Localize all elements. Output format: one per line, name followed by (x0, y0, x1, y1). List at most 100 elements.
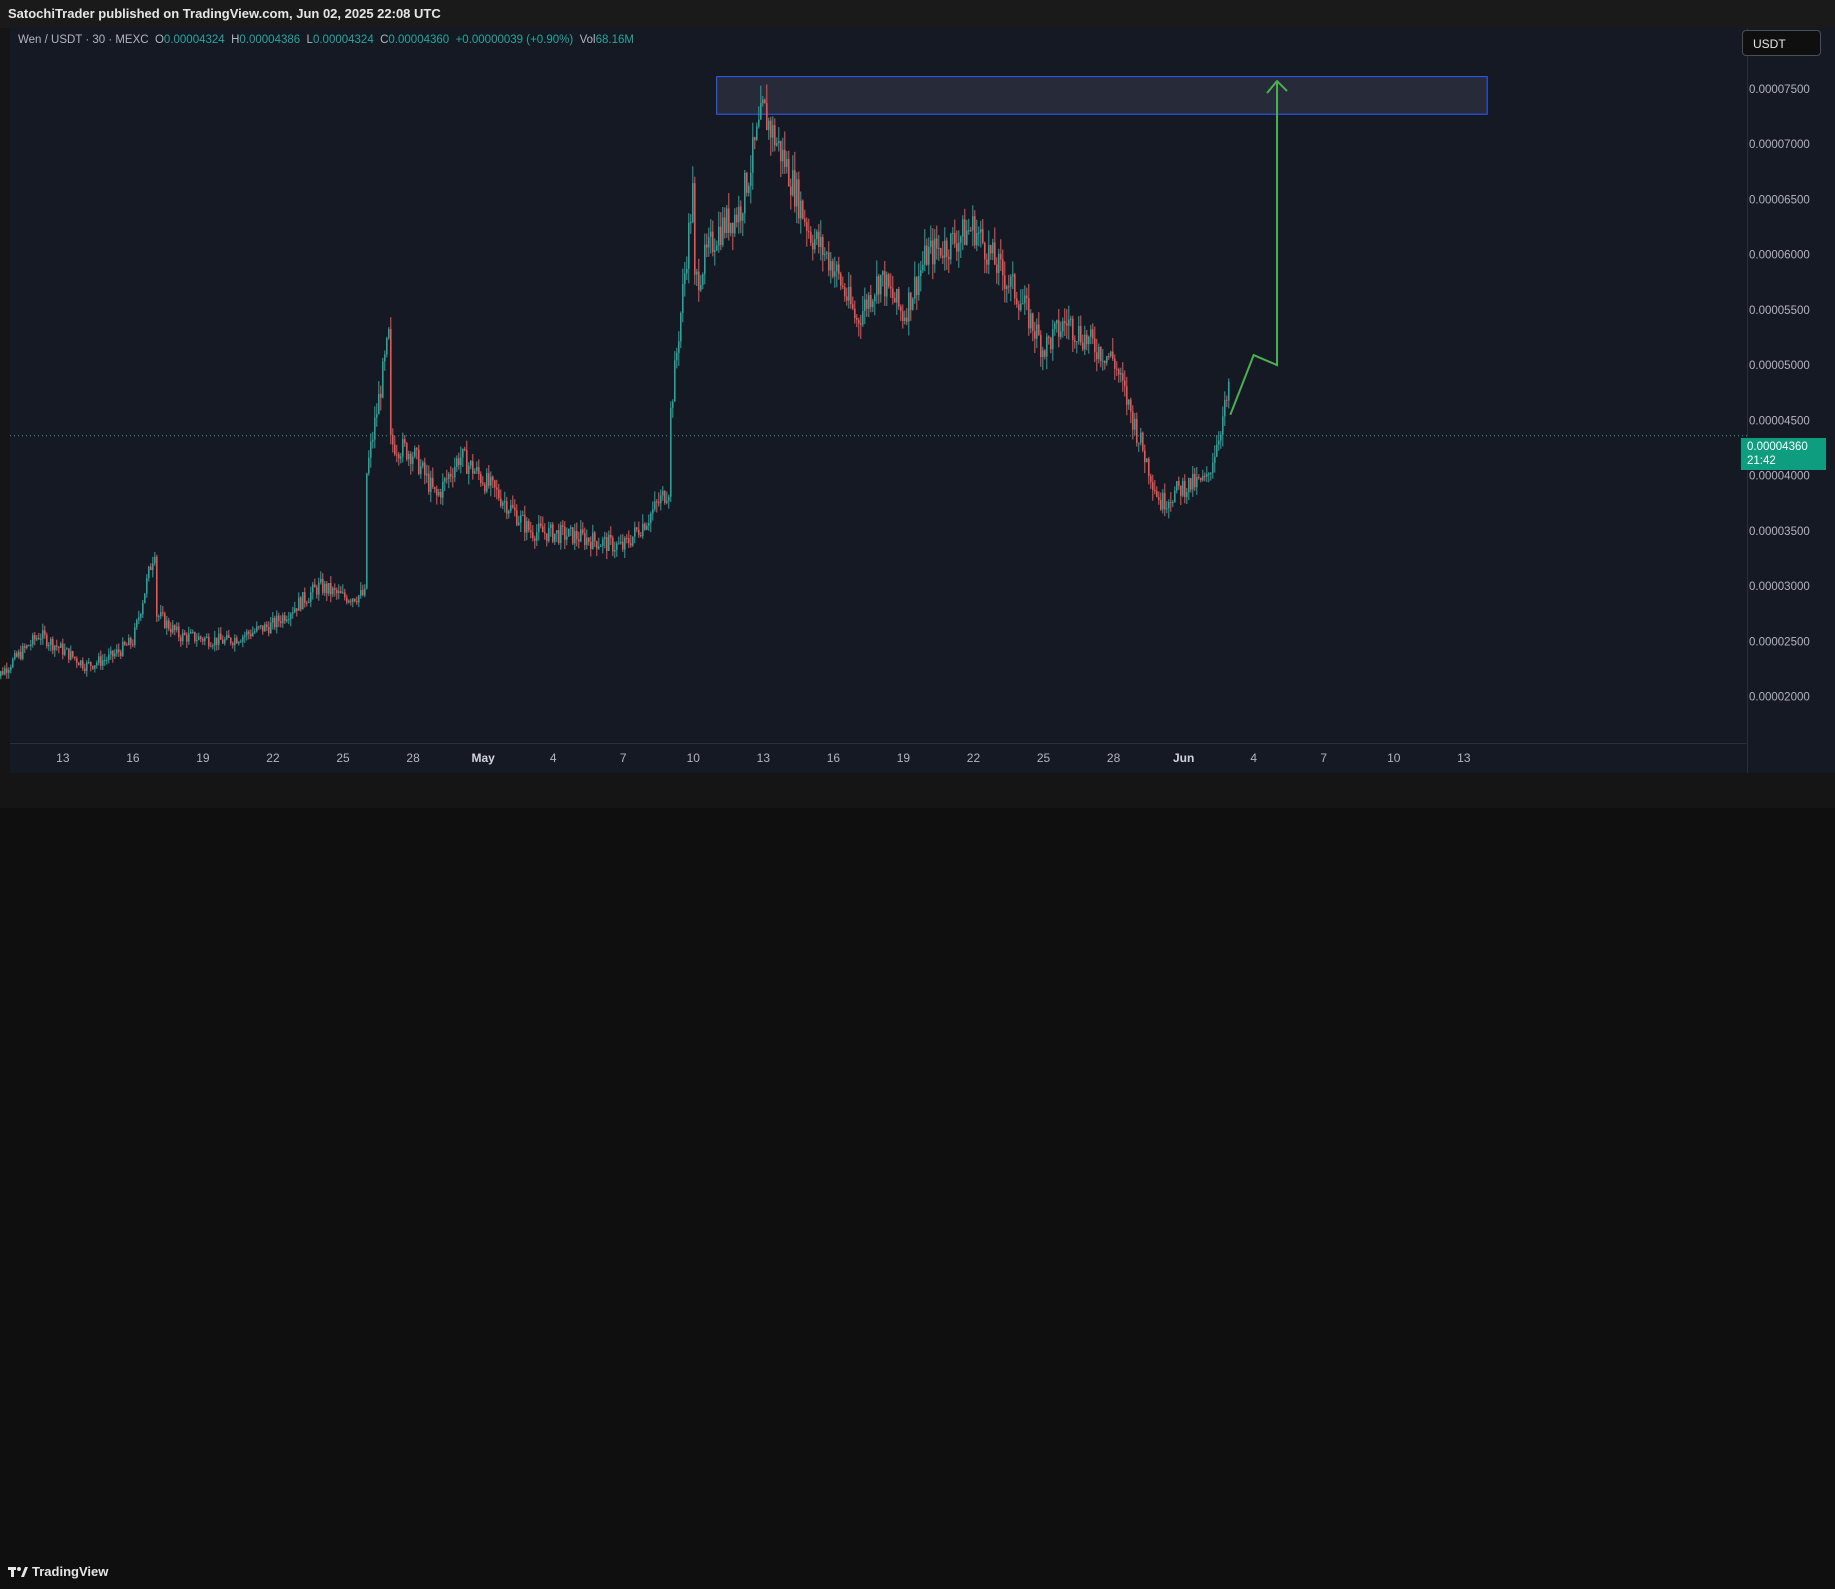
candle-body (587, 537, 590, 542)
candle-body (375, 414, 378, 418)
candle-body (515, 510, 518, 525)
candle-body (251, 632, 254, 637)
candle-body (85, 662, 88, 671)
candle-body (397, 454, 400, 459)
time-axis[interactable] (10, 743, 1747, 774)
candle-body (1073, 340, 1076, 342)
candle-body (1045, 336, 1048, 357)
candle-body (959, 236, 962, 243)
candle-body (577, 539, 580, 542)
chart-pane[interactable] (10, 28, 1747, 773)
last-price-value: 0.00004360 (1747, 441, 1808, 453)
candle-body (165, 620, 168, 628)
candle-body (773, 125, 776, 146)
candle-body (123, 641, 126, 645)
candle-body (181, 632, 184, 642)
candle-body (253, 631, 256, 633)
candle-body (1133, 418, 1136, 430)
candle-body (97, 656, 100, 663)
candle-body (963, 219, 966, 245)
candle-body (145, 578, 148, 594)
candle-body (1033, 331, 1036, 339)
candle-body (193, 631, 196, 642)
candle-body (281, 615, 284, 624)
price-tick-label: 0.00002500 (1749, 636, 1810, 648)
candle-body (287, 619, 290, 621)
candle-body (693, 183, 696, 275)
candle-body (1125, 386, 1128, 405)
candle-body (1217, 440, 1220, 445)
candle-body (643, 523, 646, 530)
candle-body (321, 578, 324, 593)
candle-body (481, 482, 484, 485)
candle-body (391, 434, 394, 445)
candle-body (537, 523, 540, 533)
candle-body (631, 536, 634, 546)
candle-body (929, 240, 932, 247)
candle-body (973, 216, 976, 246)
candle-body (1189, 478, 1192, 490)
candle-body (1027, 298, 1030, 329)
candle-body (791, 170, 794, 196)
candle-body (1013, 274, 1016, 299)
candle-body (1115, 368, 1118, 370)
candle-body (477, 467, 480, 475)
candle-body (211, 645, 214, 647)
candle-body (7, 669, 10, 673)
candle-body (1203, 475, 1206, 477)
tradingview-logo[interactable]: TradingView (8, 1554, 108, 1589)
candle-body (93, 665, 96, 669)
time-tick-label: 16 (126, 751, 140, 765)
candle-body (825, 252, 828, 254)
candle-body (933, 238, 936, 265)
projection-arrow-line (1229, 81, 1279, 416)
candle-body (33, 635, 36, 640)
candle-body (425, 473, 428, 476)
candle-body (35, 638, 38, 640)
candle-body (1197, 477, 1200, 479)
candle-body (651, 509, 654, 514)
candle-body (115, 649, 118, 654)
candle-body (1131, 411, 1134, 430)
symbol-name[interactable]: Wen / USDT · 30 · MEXC (18, 34, 149, 46)
candle-body (695, 271, 698, 275)
candle-body (687, 222, 690, 269)
candle-body (945, 240, 948, 257)
candle-body (753, 137, 756, 140)
candle-body (1123, 380, 1126, 387)
candle-body (1113, 358, 1116, 369)
candle-body (267, 626, 270, 634)
currency-button[interactable]: USDT (1742, 30, 1821, 56)
candle-body (497, 489, 500, 499)
candle-body (319, 578, 322, 583)
candle-body (59, 643, 62, 648)
candle-body (63, 649, 66, 655)
candle-body (441, 481, 444, 498)
candle-body (21, 646, 24, 659)
candle-body (589, 541, 592, 549)
candle-body (981, 229, 984, 243)
candle-body (1041, 350, 1044, 357)
price-axis[interactable] (1747, 28, 1835, 773)
candle-body (811, 242, 814, 250)
candle-body (1053, 323, 1056, 330)
candle-body (361, 589, 364, 596)
candle-body (399, 456, 402, 459)
candle-body (1049, 337, 1052, 350)
candle-body (487, 473, 490, 486)
candle-body (323, 583, 326, 593)
candle-body (359, 589, 362, 596)
candle-body (173, 625, 176, 631)
candle-body (199, 636, 202, 639)
candle-body (1207, 473, 1210, 475)
candle-body (717, 226, 720, 246)
tradingview-logo-icon (8, 1566, 28, 1577)
candle-body (779, 140, 782, 162)
candle-body (117, 649, 120, 653)
candle-body (947, 256, 950, 260)
candle-body (671, 401, 674, 408)
price-tick-label: 0.00006500 (1749, 194, 1810, 206)
candle-body (137, 617, 140, 620)
publish-header: SatochiTrader published on TradingView.c… (0, 0, 1835, 28)
candle-body (1031, 313, 1034, 332)
